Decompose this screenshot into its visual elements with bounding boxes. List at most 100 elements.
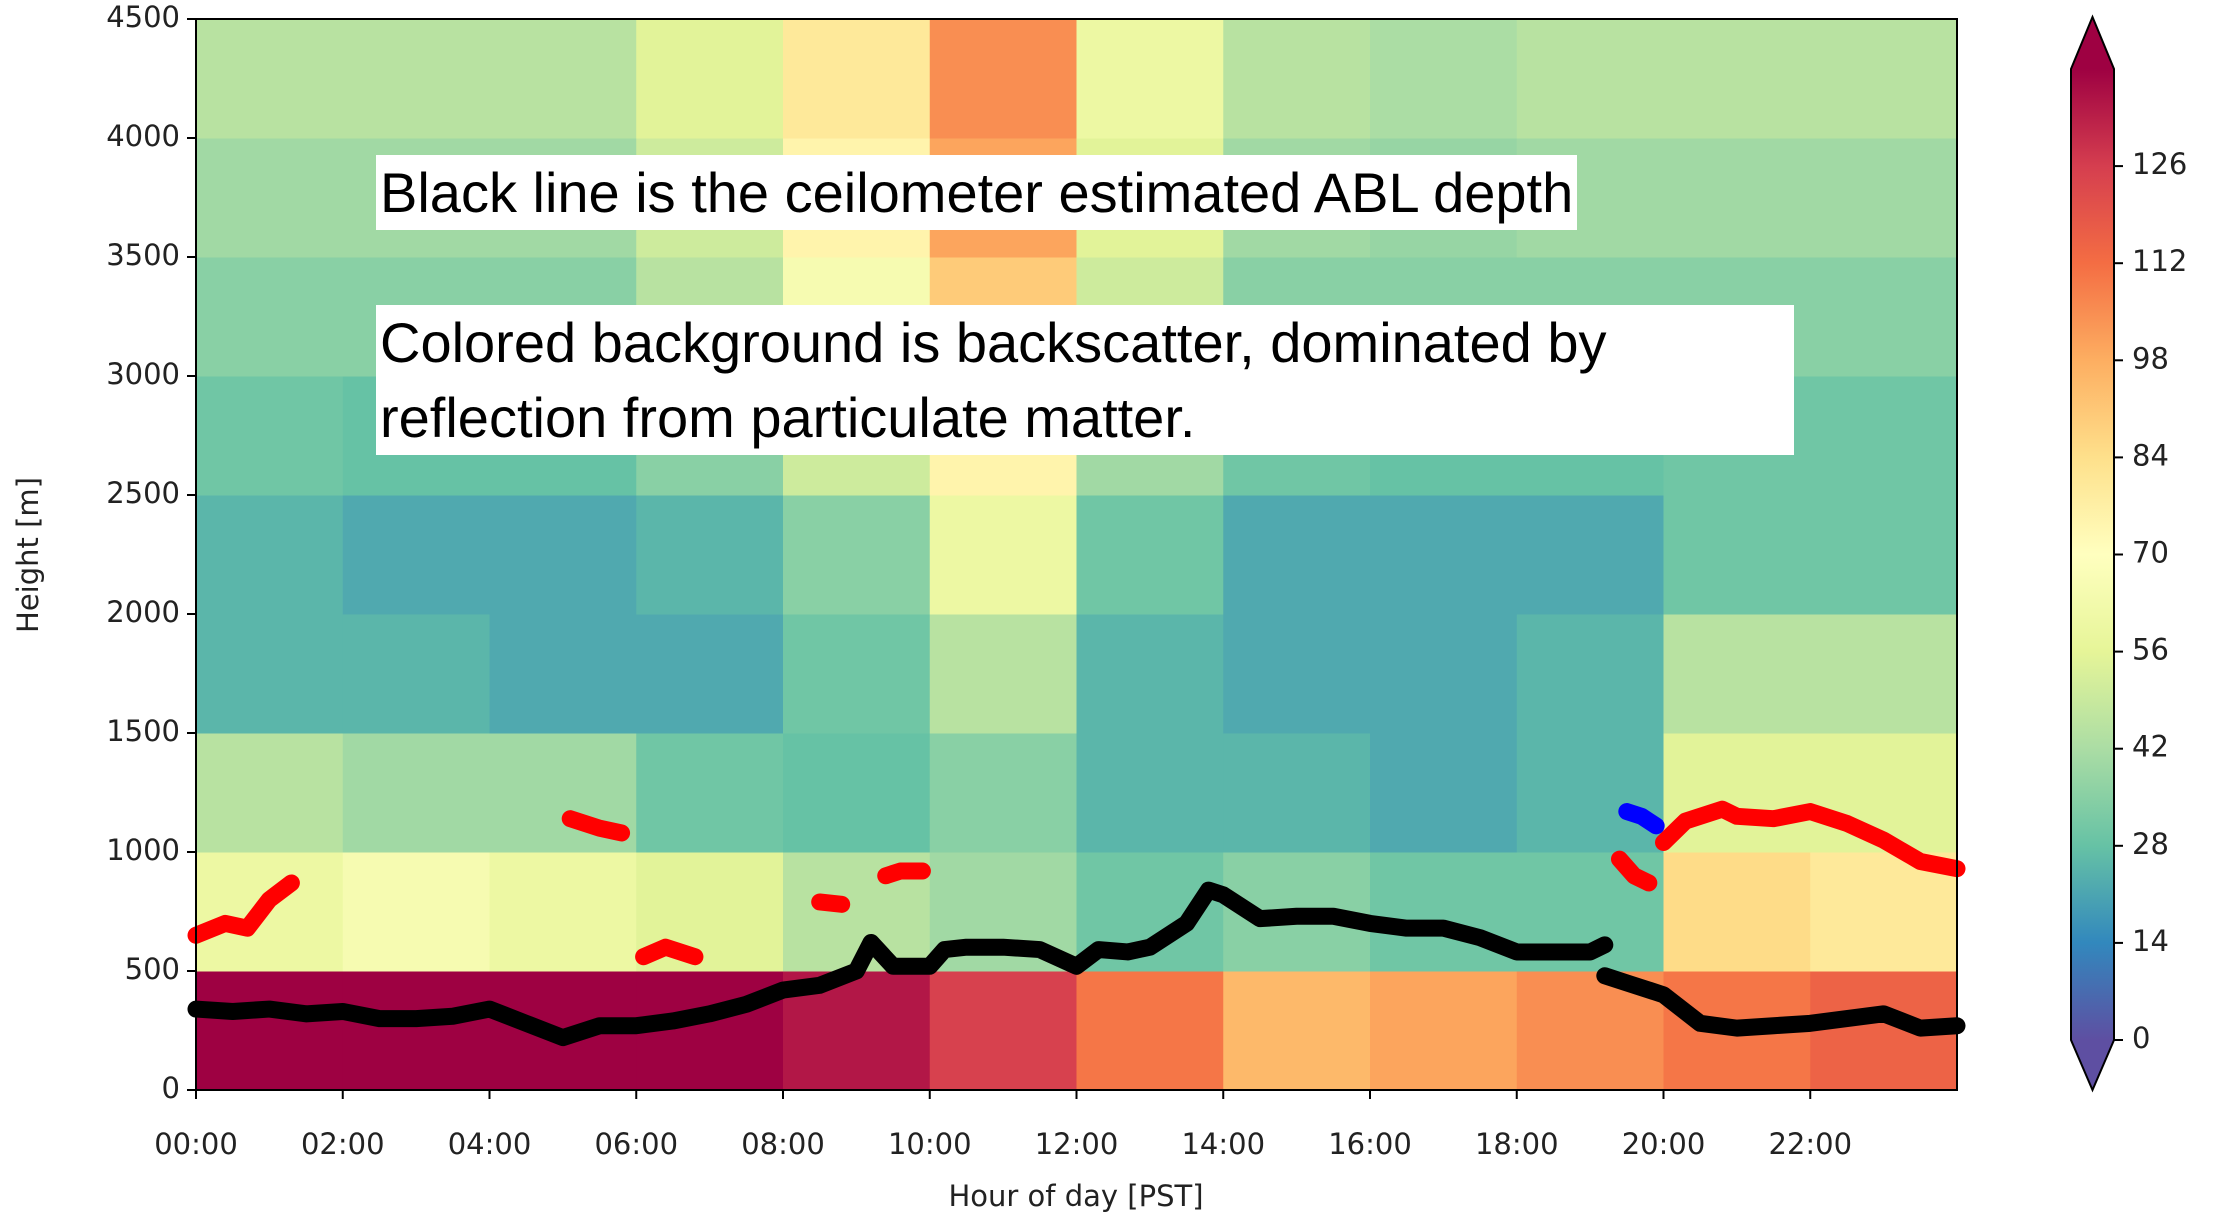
heat-cell bbox=[342, 19, 490, 139]
heat-cell bbox=[1810, 19, 1958, 139]
colorbar-tick-label: 14 bbox=[2132, 924, 2169, 958]
colorbar-tick-label: 56 bbox=[2132, 633, 2169, 667]
y-tick-label: 1000 bbox=[106, 833, 180, 867]
heat-cell bbox=[342, 971, 490, 1091]
heat-cell bbox=[1663, 614, 1811, 734]
y-tick-label: 2000 bbox=[106, 595, 180, 629]
colorbar-tick-label: 42 bbox=[2132, 730, 2169, 764]
heat-cell bbox=[783, 733, 931, 853]
series-line bbox=[1618, 803, 1665, 835]
heat-cell bbox=[1516, 614, 1664, 734]
heat-cell bbox=[1663, 495, 1811, 615]
x-tick-label: 08:00 bbox=[741, 1127, 825, 1161]
heat-cell bbox=[1516, 733, 1664, 853]
colorbar-tick-label: 126 bbox=[2132, 147, 2187, 181]
heat-cell bbox=[196, 971, 344, 1091]
y-tick-label: 3000 bbox=[106, 357, 180, 391]
heat-cell bbox=[1810, 614, 1958, 734]
series-line bbox=[187, 881, 1966, 1047]
heat-cell bbox=[1076, 733, 1224, 853]
x-tick-label: 02:00 bbox=[301, 1127, 385, 1161]
x-tick-label: 22:00 bbox=[1768, 1127, 1852, 1161]
y-tick-label: 4000 bbox=[106, 119, 180, 153]
x-tick-label: 16:00 bbox=[1328, 1127, 1412, 1161]
heat-cell bbox=[929, 971, 1077, 1091]
heat-cell bbox=[783, 614, 931, 734]
heat-cell bbox=[1076, 614, 1224, 734]
colorbar-tick-label: 112 bbox=[2132, 244, 2187, 278]
heat-cell bbox=[489, 19, 637, 139]
heat-cell bbox=[489, 495, 637, 615]
heat-cell bbox=[1810, 138, 1958, 258]
x-tick-label: 06:00 bbox=[594, 1127, 678, 1161]
heat-cell bbox=[1076, 19, 1224, 139]
colorbar-extend-bottom bbox=[2071, 1040, 2114, 1090]
heat-cell bbox=[1810, 495, 1958, 615]
heat-cell bbox=[636, 733, 784, 853]
heat-cell bbox=[636, 495, 784, 615]
annotation: Black line is the ceilometer estimated A… bbox=[376, 155, 1578, 230]
heat-cell bbox=[1223, 971, 1371, 1091]
heat-cell bbox=[1516, 19, 1664, 139]
x-tick-label: 12:00 bbox=[1035, 1127, 1119, 1161]
heat-cell bbox=[1370, 495, 1518, 615]
colorbar-tick-label: 98 bbox=[2132, 341, 2169, 375]
heat-cell bbox=[636, 614, 784, 734]
x-tick-label: 20:00 bbox=[1622, 1127, 1706, 1161]
heat-cell bbox=[489, 614, 637, 734]
heat-cell bbox=[489, 852, 637, 972]
y-axis-label: Height [m] bbox=[11, 477, 45, 633]
heat-cell bbox=[196, 614, 344, 734]
heat-cell bbox=[196, 733, 344, 853]
heat-cell bbox=[1223, 614, 1371, 734]
heat-cell bbox=[196, 138, 344, 258]
heat-cell bbox=[1810, 376, 1958, 496]
heat-cell bbox=[1370, 971, 1518, 1091]
y-tick-label: 1500 bbox=[106, 714, 180, 748]
heat-cell bbox=[1516, 495, 1664, 615]
x-tick-label: 04:00 bbox=[448, 1127, 532, 1161]
colorbar-extend-top bbox=[2071, 17, 2114, 69]
colorbar-tick-label: 84 bbox=[2132, 438, 2169, 472]
heat-cell bbox=[342, 495, 490, 615]
annotation: Colored background is backscatter, domin… bbox=[376, 305, 1794, 455]
heat-cell bbox=[196, 257, 344, 377]
heat-cell bbox=[929, 495, 1077, 615]
colorbar-tick-label: 28 bbox=[2132, 827, 2169, 861]
x-axis-label: Hour of day [PST] bbox=[948, 1179, 1203, 1213]
colorbar-tick-label: 0 bbox=[2132, 1021, 2150, 1055]
heat-cell bbox=[1370, 614, 1518, 734]
series-line bbox=[187, 800, 1966, 966]
heat-cell bbox=[342, 733, 490, 853]
heat-cell bbox=[196, 376, 344, 496]
y-tick-label: 3500 bbox=[106, 238, 180, 272]
y-tick-label: 500 bbox=[125, 952, 180, 986]
heat-cell bbox=[1223, 19, 1371, 139]
heat-cell bbox=[1223, 733, 1371, 853]
heat-cell bbox=[1370, 733, 1518, 853]
heat-cell bbox=[1663, 19, 1811, 139]
heat-cell bbox=[929, 733, 1077, 853]
heat-cell bbox=[196, 495, 344, 615]
x-tick-label: 18:00 bbox=[1475, 1127, 1559, 1161]
heat-cell bbox=[783, 495, 931, 615]
x-tick-label: 00:00 bbox=[154, 1127, 238, 1161]
x-tick-label: 10:00 bbox=[888, 1127, 972, 1161]
heat-cell bbox=[1663, 733, 1811, 853]
heat-cell bbox=[196, 19, 344, 139]
y-tick-label: 0 bbox=[162, 1071, 180, 1105]
colorbar-tick-label: 70 bbox=[2132, 536, 2169, 570]
heat-cell bbox=[929, 614, 1077, 734]
heat-cell bbox=[1076, 971, 1224, 1091]
heat-cell bbox=[1370, 19, 1518, 139]
heat-cell bbox=[929, 19, 1077, 139]
heat-cell bbox=[1663, 852, 1811, 972]
heat-cell bbox=[342, 852, 490, 972]
heat-cell bbox=[1076, 495, 1224, 615]
x-tick-label: 14:00 bbox=[1181, 1127, 1265, 1161]
heat-cell bbox=[636, 19, 784, 139]
heat-cell bbox=[1810, 257, 1958, 377]
heat-cell bbox=[1663, 138, 1811, 258]
